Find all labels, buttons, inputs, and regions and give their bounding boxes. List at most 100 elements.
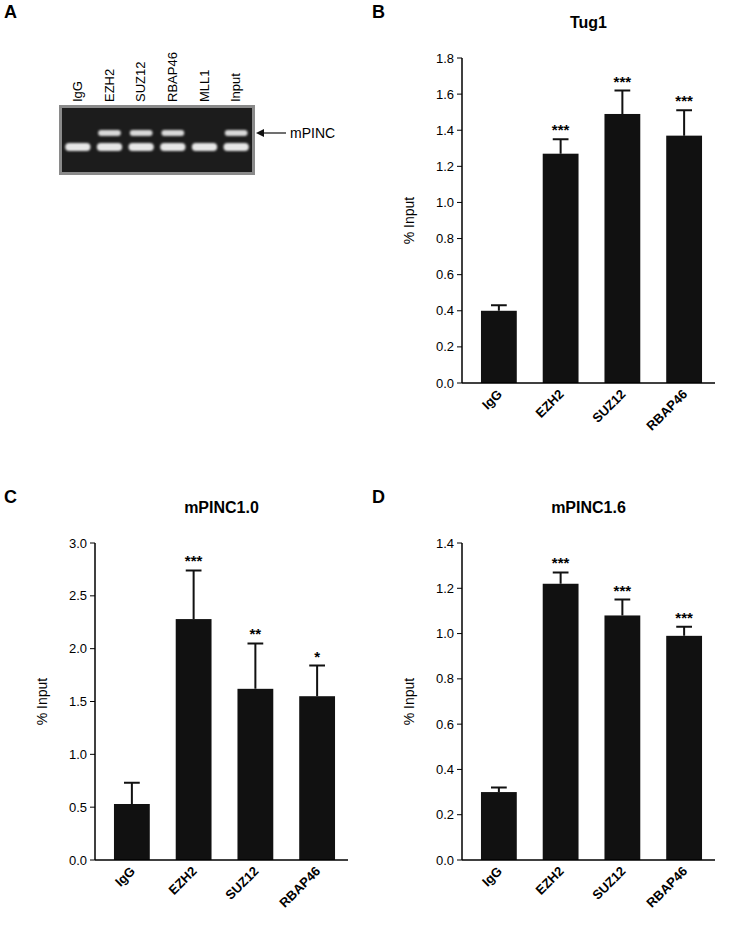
bar (481, 311, 517, 383)
gel-frame (59, 105, 255, 175)
category-label: RBAP46 (643, 864, 690, 911)
band (98, 130, 121, 136)
tick-label: 0.8 (436, 231, 454, 246)
error-bar (553, 139, 569, 153)
significance: *** (675, 609, 693, 626)
marks (481, 572, 702, 860)
band (65, 143, 90, 151)
lane-label: SUZ12 (133, 62, 148, 102)
panel-letter: A (4, 2, 17, 22)
significance: *** (185, 552, 203, 569)
significance: *** (614, 582, 632, 599)
y-label: % Input (34, 678, 50, 726)
tick-label: 2.5 (69, 588, 87, 603)
tick-label: 0.2 (436, 807, 454, 822)
band-label: mPINC (290, 125, 335, 141)
title: Tug1 (570, 14, 607, 31)
y-label: % Input (401, 197, 417, 245)
panel-letter: D (372, 487, 385, 507)
error-bar (186, 570, 202, 619)
tick-label: 0.4 (436, 762, 454, 777)
bar (666, 636, 702, 860)
tick-label: 0.2 (436, 339, 454, 354)
arrow-head (256, 129, 264, 137)
tick-label: 3.0 (69, 536, 87, 551)
tick-label: 0.0 (69, 853, 87, 868)
y-axis (461, 543, 463, 860)
error-bar (553, 572, 569, 583)
lane-label: EZH2 (102, 69, 117, 102)
category-label: IgG (479, 864, 505, 890)
significance: ** (250, 625, 262, 642)
y-axis (94, 543, 96, 860)
tick-label: 1.4 (436, 123, 454, 138)
category-label: RBAP46 (276, 864, 323, 911)
significance: *** (552, 121, 570, 138)
title: mPINC1.6 (551, 499, 626, 516)
band (224, 143, 249, 151)
tick-label: 0.0 (436, 853, 454, 868)
chart: CmPINC1.0% Input0.00.51.01.52.02.53.0IgG… (4, 487, 348, 910)
y-axis (461, 58, 463, 383)
error-bar (614, 600, 630, 616)
category-label: SUZ12 (589, 864, 628, 903)
significance: *** (675, 92, 693, 109)
significance: * (314, 648, 320, 665)
marks (481, 91, 702, 384)
band (97, 143, 122, 151)
tick-label: 1.0 (69, 747, 87, 762)
tick-label: 1.0 (436, 626, 454, 641)
y-label: % Input (401, 678, 417, 726)
band (130, 130, 153, 136)
tick-label: 0.4 (436, 303, 454, 318)
bar (114, 804, 150, 860)
category-label: SUZ12 (589, 387, 628, 426)
x-axis (462, 382, 715, 384)
error-bar (614, 91, 630, 114)
bar (604, 114, 640, 383)
band (161, 130, 184, 136)
error-bar (309, 666, 325, 697)
lane-label: Input (228, 73, 243, 102)
x-axis (462, 859, 715, 861)
tick-label: 1.6 (436, 87, 454, 102)
error-bar (676, 110, 692, 135)
tick-label: 1.2 (436, 159, 454, 174)
bar (481, 792, 517, 860)
error-bar (124, 783, 140, 804)
lane-label: RBAP46 (165, 52, 180, 102)
lane-label: IgG (70, 81, 85, 102)
bar (604, 615, 640, 860)
error-bar (676, 627, 692, 636)
lane-label: MLL1 (197, 69, 212, 102)
band (160, 143, 185, 151)
chart: BTug1% Input0.00.20.40.60.81.01.21.41.61… (372, 2, 715, 433)
tick-label: 0.5 (69, 800, 87, 815)
tick-label: 1.0 (436, 195, 454, 210)
tick-label: 0.8 (436, 671, 454, 686)
category-label: SUZ12 (222, 864, 261, 903)
band (129, 143, 154, 151)
band (225, 130, 248, 136)
error-bar (247, 643, 263, 688)
bar (237, 689, 273, 860)
bar (666, 136, 702, 383)
category-label: IgG (112, 864, 138, 890)
category-label: RBAP46 (643, 387, 690, 434)
panel-letter: C (4, 487, 17, 507)
category-label: EZH2 (533, 387, 567, 421)
bar (299, 696, 335, 860)
significance: *** (552, 554, 570, 571)
category-label: EZH2 (166, 864, 200, 898)
tick-label: 1.2 (436, 581, 454, 596)
marks (114, 570, 335, 860)
category-label: IgG (479, 387, 505, 413)
tick-label: 1.8 (436, 51, 454, 66)
x-axis (95, 859, 348, 861)
category-label: EZH2 (533, 864, 567, 898)
bar (543, 584, 579, 860)
title: mPINC1.0 (184, 499, 259, 516)
error-bar (491, 305, 507, 310)
tick-label: 0.6 (436, 717, 454, 732)
chart: DmPINC1.6% Input0.00.20.40.60.81.01.21.4… (372, 487, 715, 910)
